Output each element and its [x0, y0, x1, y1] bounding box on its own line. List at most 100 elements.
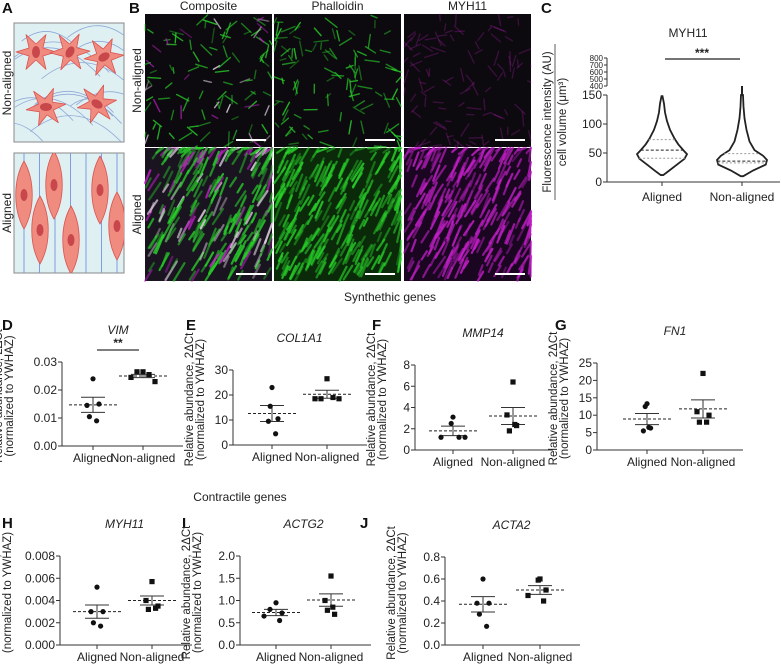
cell-signal	[437, 262, 448, 279]
cell-signal	[214, 69, 230, 73]
cell-signal	[256, 16, 264, 22]
cell-signal	[290, 224, 297, 234]
x-tick-label: Non-aligned	[671, 455, 736, 469]
cell-signal	[216, 173, 225, 184]
cell-signal	[349, 206, 358, 220]
cell-signal	[483, 146, 495, 167]
cell-signal	[479, 150, 491, 169]
cell-signal	[179, 146, 190, 154]
cell-signal	[199, 131, 211, 142]
cell-signal	[491, 186, 501, 204]
y-tick-label: 500	[590, 75, 604, 84]
cell-signal	[474, 41, 480, 50]
cell-signal	[288, 255, 298, 271]
cell-signal	[157, 97, 171, 100]
cell-signal	[345, 64, 354, 69]
cell-signal	[353, 70, 357, 81]
cell-signal	[514, 103, 526, 115]
cell-signal	[501, 220, 510, 233]
data-point	[336, 396, 342, 402]
cell-signal	[259, 245, 266, 257]
dot-plot-f-mmp14: MMP14 Relative abundance, 2ΔCt (normalized…	[366, 326, 553, 469]
data-point	[143, 597, 149, 604]
cell-signal	[391, 88, 398, 100]
cell-signal	[434, 241, 446, 259]
panel-label-f: F	[372, 317, 381, 334]
cell-signal	[423, 85, 435, 93]
cell-signal	[444, 76, 454, 83]
cell-signal	[514, 254, 521, 265]
cell-signal	[203, 211, 214, 227]
cell-signal	[299, 196, 310, 212]
cell-signal	[289, 25, 301, 35]
cell-signal	[523, 232, 533, 249]
cell-signal	[311, 164, 319, 178]
cell-signal	[329, 47, 338, 60]
cell-signal	[301, 133, 308, 140]
cell-signal	[358, 235, 366, 248]
cell-signal	[283, 180, 290, 194]
cell-signal	[513, 146, 521, 155]
cell-signal	[165, 38, 169, 46]
data-point	[535, 577, 541, 583]
cell-signal	[197, 209, 207, 223]
cell-signal	[375, 212, 388, 232]
cell-signal	[411, 174, 418, 188]
cell-signal	[509, 59, 512, 73]
cell-signal	[166, 146, 178, 157]
cell-signal	[431, 146, 442, 167]
cell-signal	[223, 217, 233, 233]
cell-signal	[183, 218, 193, 231]
cell-signal	[161, 251, 169, 267]
cell-signal	[143, 269, 153, 282]
cell-signal	[424, 96, 427, 108]
cell-signal	[259, 147, 265, 158]
x-tick-label: Aligned	[256, 650, 296, 664]
cell-signal	[380, 150, 391, 166]
cell-signal	[403, 57, 409, 63]
section-contractile-genes: Contractile genes	[193, 490, 286, 504]
cell-signal	[249, 149, 258, 163]
cell-signal	[316, 245, 326, 260]
cell-signal	[358, 65, 363, 81]
data-point	[324, 607, 330, 613]
cell-signal	[432, 101, 444, 104]
cell-signal	[480, 209, 491, 227]
y-tick-label: 20	[215, 388, 229, 402]
cell-signal	[213, 224, 225, 242]
cell-signal	[397, 146, 403, 152]
cell-signal	[353, 262, 361, 273]
cell-signal	[506, 16, 514, 19]
cell-signal	[410, 32, 417, 42]
cell-signal	[419, 182, 427, 192]
cell-signal	[348, 120, 352, 135]
cell-signal	[288, 180, 298, 195]
data-point	[275, 416, 281, 422]
cell-signal	[476, 236, 485, 254]
cell-signal	[177, 233, 186, 246]
cell-signal	[403, 147, 410, 160]
cell-signal	[173, 165, 183, 184]
cell-signal	[383, 92, 391, 108]
cell-signal	[348, 29, 356, 36]
cell-signal	[393, 209, 402, 226]
cell-signal	[244, 204, 255, 220]
y-tick-label: 0.00	[34, 439, 58, 453]
cell-signal	[388, 160, 396, 171]
cell-signal	[497, 63, 504, 70]
cell-signal	[379, 49, 391, 54]
cell-signal	[168, 132, 175, 140]
cell-signal	[503, 146, 512, 152]
cell-signal	[409, 61, 420, 73]
cell-signal	[267, 237, 274, 256]
significance-marker: **	[113, 336, 123, 350]
cell-signal	[462, 220, 475, 237]
cell-signal	[458, 248, 470, 265]
cell-signal	[297, 220, 310, 237]
panel-c-violin-plot: MYH11 Fluorescence intensity (AU) cell vol…	[542, 26, 780, 204]
cell-signal	[239, 78, 251, 84]
cell-signal	[285, 126, 294, 137]
fiber	[30, 115, 122, 142]
cell-signal	[289, 262, 301, 281]
cell-signal	[439, 146, 448, 164]
